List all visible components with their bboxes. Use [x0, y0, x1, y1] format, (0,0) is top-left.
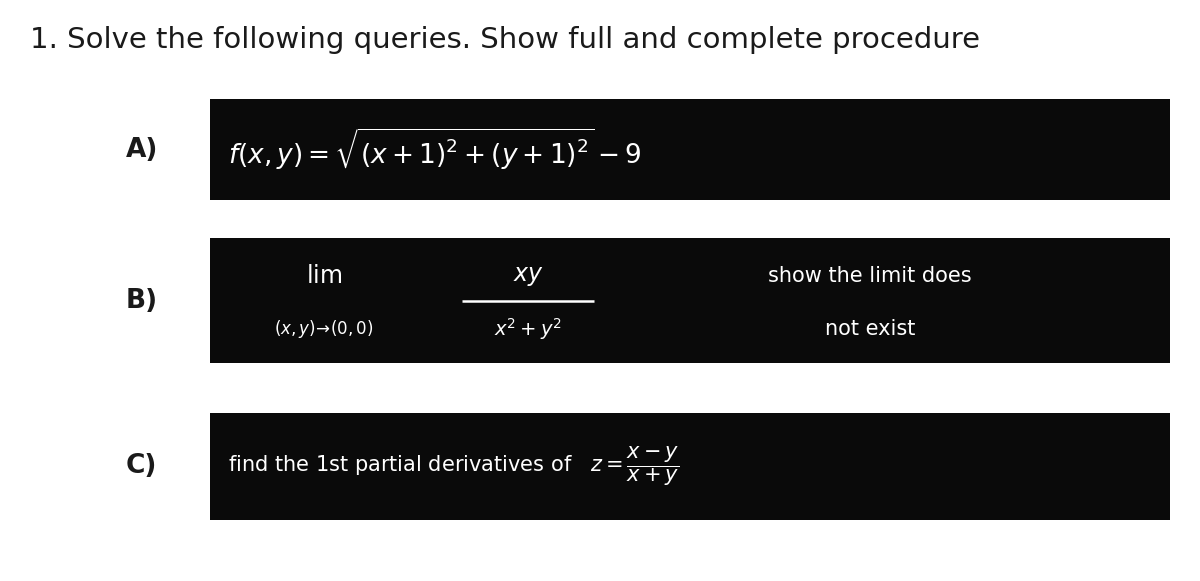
Text: not exist: not exist [824, 320, 916, 339]
Text: $x^2+y^2$: $x^2+y^2$ [494, 317, 562, 342]
Text: C): C) [126, 453, 157, 479]
Text: A): A) [126, 137, 158, 163]
Text: find the 1st partial derivatives of   $z = \dfrac{x-y}{x+y}$: find the 1st partial derivatives of $z =… [228, 444, 679, 488]
FancyBboxPatch shape [210, 413, 1170, 520]
Text: B): B) [126, 288, 158, 314]
FancyBboxPatch shape [210, 238, 1170, 363]
Text: 1. Solve the following queries. Show full and complete procedure: 1. Solve the following queries. Show ful… [30, 26, 980, 54]
Text: $(x,y)\!\rightarrow\!(0,0)$: $(x,y)\!\rightarrow\!(0,0)$ [275, 318, 373, 340]
Text: show the limit does: show the limit does [768, 266, 972, 286]
FancyBboxPatch shape [210, 99, 1170, 200]
Text: $\lim$: $\lim$ [306, 264, 342, 288]
Text: $xy$: $xy$ [512, 264, 544, 288]
Text: $f(x,y) = \sqrt{(x+1)^2+(y+1)^2}-9$: $f(x,y) = \sqrt{(x+1)^2+(y+1)^2}-9$ [228, 127, 642, 173]
